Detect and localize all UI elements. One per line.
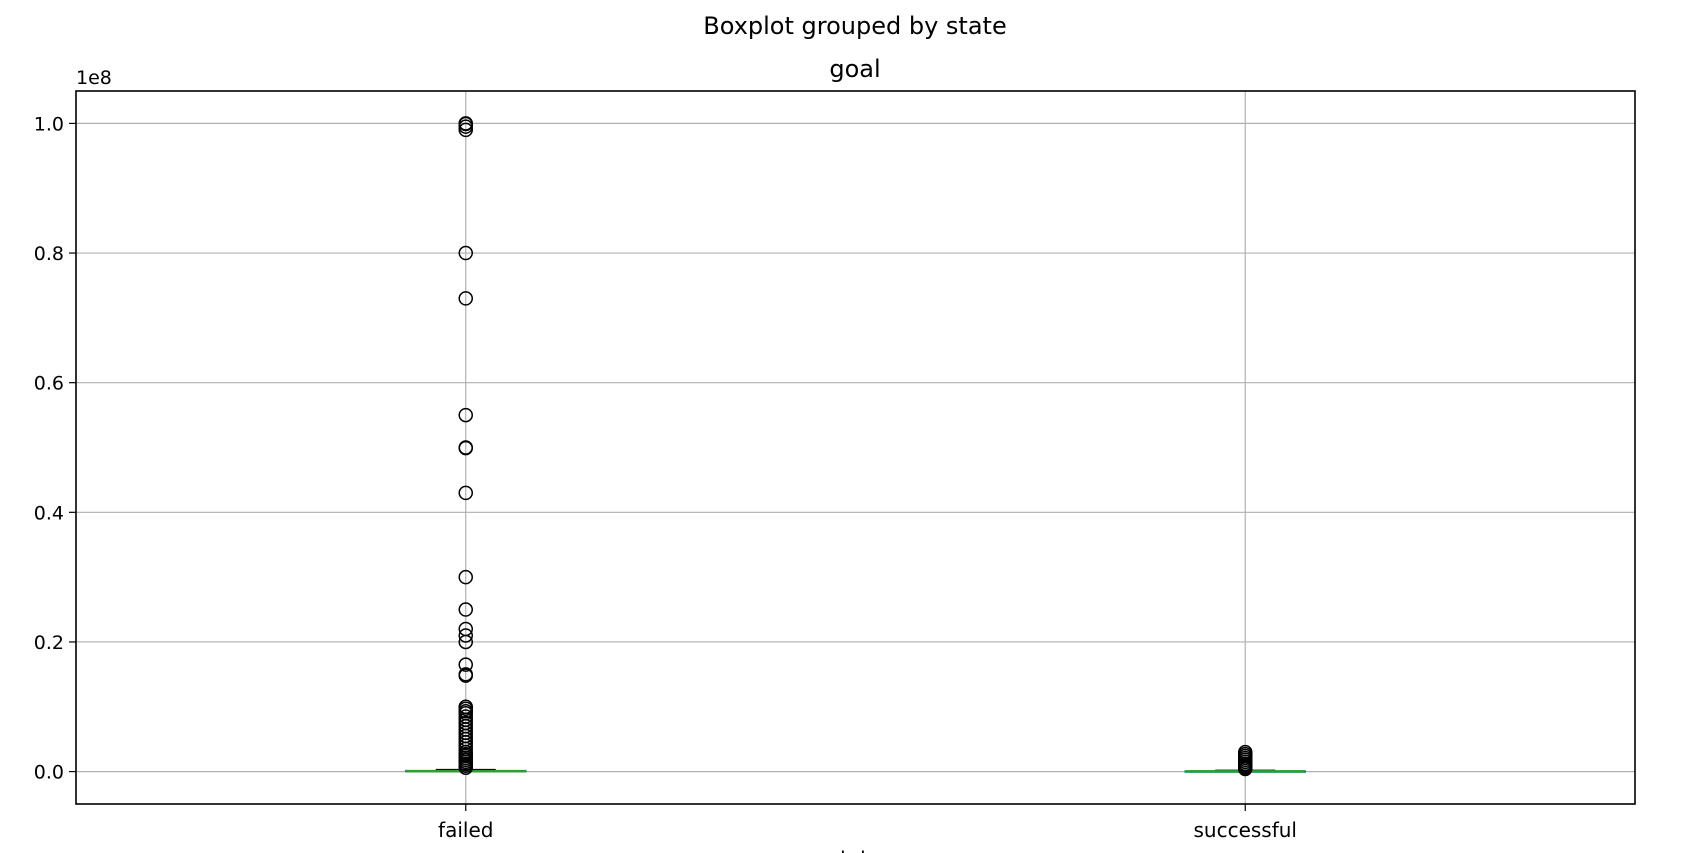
grid-layer xyxy=(76,91,1635,804)
chart-suptitle: Boxplot grouped by state xyxy=(703,12,1006,40)
x-tick-label: failed xyxy=(438,818,493,842)
plot-layer xyxy=(405,116,1306,777)
outlier-point xyxy=(458,119,473,134)
outlier-point xyxy=(458,569,473,585)
x-axis-label: state xyxy=(830,846,881,853)
outlier-point xyxy=(458,602,473,617)
outlier-point xyxy=(458,122,473,138)
outlier-point xyxy=(458,245,473,261)
y-tick-label: 0.8 xyxy=(34,243,64,265)
y-offset-label: 1e8 xyxy=(76,67,112,89)
y-tick-label: 0.2 xyxy=(34,632,64,654)
x-tick-label: successful xyxy=(1193,818,1297,842)
chart-title: goal xyxy=(829,55,880,83)
outlier-point xyxy=(458,440,473,456)
outlier-point xyxy=(1238,761,1253,777)
outlier-point xyxy=(458,485,473,501)
plot-frame xyxy=(75,90,1636,805)
outlier-point xyxy=(458,634,473,650)
outlier-point xyxy=(458,657,473,672)
outlier-point xyxy=(458,407,473,423)
y-tick-label: 0.6 xyxy=(34,373,64,395)
outlier-point xyxy=(458,628,473,643)
axis-layer: 0.0 0.2 0.4 0.6 0.8 1.0 failed successful xyxy=(34,113,1297,842)
outlier-point xyxy=(458,291,473,306)
y-tick-label: 0.0 xyxy=(34,762,64,784)
outlier-point xyxy=(458,760,473,775)
outlier-point xyxy=(458,668,473,683)
y-tick-label: 0.4 xyxy=(34,502,64,524)
y-tick-label: 1.0 xyxy=(34,113,64,135)
